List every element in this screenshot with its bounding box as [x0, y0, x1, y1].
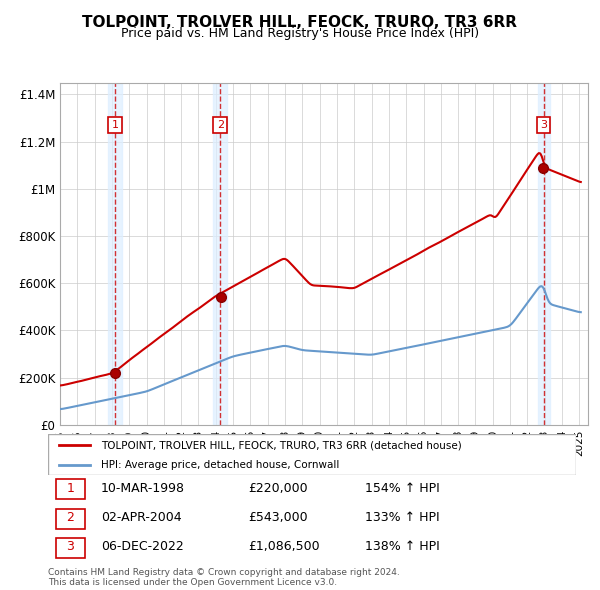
Text: £1,086,500: £1,086,500: [248, 540, 320, 553]
Text: Contains HM Land Registry data © Crown copyright and database right 2024.
This d: Contains HM Land Registry data © Crown c…: [48, 568, 400, 587]
Text: 138% ↑ HPI: 138% ↑ HPI: [365, 540, 440, 553]
Bar: [538, 83, 550, 425]
Text: 133% ↑ HPI: 133% ↑ HPI: [365, 511, 439, 525]
Bar: [214, 83, 227, 425]
Text: £543,000: £543,000: [248, 511, 308, 525]
Text: 2: 2: [217, 120, 224, 130]
Text: 1: 1: [66, 482, 74, 495]
Text: 06-DEC-2022: 06-DEC-2022: [101, 540, 184, 553]
Text: 154% ↑ HPI: 154% ↑ HPI: [365, 482, 440, 495]
Text: £220,000: £220,000: [248, 482, 308, 495]
Text: HPI: Average price, detached house, Cornwall: HPI: Average price, detached house, Corn…: [101, 460, 339, 470]
Bar: [109, 83, 122, 425]
Text: Price paid vs. HM Land Registry's House Price Index (HPI): Price paid vs. HM Land Registry's House …: [121, 27, 479, 40]
Text: 2: 2: [66, 511, 74, 525]
FancyBboxPatch shape: [56, 509, 85, 529]
FancyBboxPatch shape: [56, 538, 85, 558]
Text: TOLPOINT, TROLVER HILL, FEOCK, TRURO, TR3 6RR (detached house): TOLPOINT, TROLVER HILL, FEOCK, TRURO, TR…: [101, 440, 461, 450]
FancyBboxPatch shape: [56, 479, 85, 499]
Text: TOLPOINT, TROLVER HILL, FEOCK, TRURO, TR3 6RR: TOLPOINT, TROLVER HILL, FEOCK, TRURO, TR…: [83, 15, 517, 30]
Text: 3: 3: [66, 540, 74, 553]
Text: 1: 1: [112, 120, 119, 130]
FancyBboxPatch shape: [48, 434, 576, 475]
Text: 10-MAR-1998: 10-MAR-1998: [101, 482, 185, 495]
Text: 02-APR-2004: 02-APR-2004: [101, 511, 181, 525]
Text: 3: 3: [540, 120, 547, 130]
